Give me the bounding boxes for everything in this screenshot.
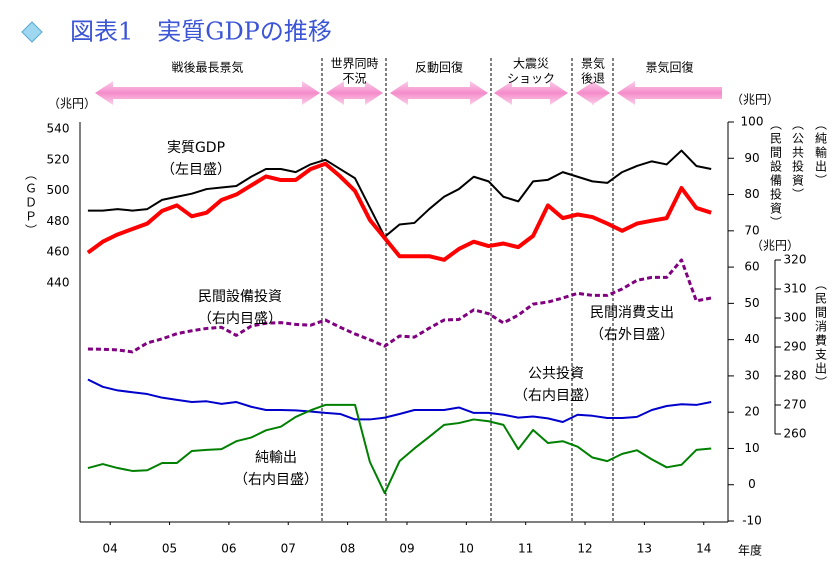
series-annotation: 実質GDP — [167, 140, 225, 156]
chart-title: 図表1 実質GDPの推移 — [70, 18, 332, 46]
series-annotation: （右内目盛） — [234, 472, 318, 488]
y2-tick-label: 50 — [744, 296, 759, 310]
series-annotation: 民間設備投資 — [198, 289, 282, 305]
y3-tick-label: 270 — [784, 398, 807, 412]
series-annotation: 純輸出 — [255, 450, 297, 466]
phase-label: 景気回復 — [645, 60, 693, 75]
y2-label: （純輸出） — [814, 118, 828, 188]
phase-label: 景気 — [581, 56, 605, 71]
series-annotation: 公共投資 — [528, 366, 584, 382]
x-tick-label: 04 — [103, 542, 118, 556]
x-tick-label: 10 — [459, 542, 474, 556]
series-annotation: （右外目盛） — [590, 327, 674, 343]
y2-label: （民間設備投資） — [769, 118, 783, 230]
y3-tick-label: 310 — [784, 282, 807, 296]
y-tick-label: 540 — [47, 122, 70, 136]
phase-label: 反動回復 — [415, 60, 463, 75]
x-tick-label: 09 — [399, 542, 414, 556]
series-line — [87, 258, 712, 354]
phase-arrow — [95, 81, 320, 105]
series-line — [87, 403, 712, 495]
y-tick-label: 520 — [47, 152, 70, 166]
y-tick-label: 440 — [47, 276, 70, 290]
y-tick-label: 500 — [47, 183, 70, 197]
series-annotation: 民間消費支出 — [590, 305, 674, 321]
phase-label: 大震災 — [513, 57, 549, 71]
phase-arrow — [617, 81, 722, 105]
y2-tick-label: 20 — [744, 405, 759, 419]
y3-tick-label: 320 — [784, 253, 807, 267]
phase-arrow — [390, 81, 488, 105]
phase-arrow — [326, 81, 383, 105]
y-unit: （兆円） — [48, 97, 96, 111]
x-tick-label: 08 — [340, 542, 355, 556]
phase-label: 戦後最長景気 — [171, 60, 243, 75]
title-icon — [21, 21, 43, 43]
series-line — [87, 378, 712, 423]
y3-unit: （兆円） — [751, 239, 799, 253]
phase-label: 不況 — [342, 71, 366, 86]
x-tick-label: 05 — [162, 542, 177, 556]
phase-arrow — [494, 81, 568, 105]
y2-tick-label: 70 — [744, 223, 759, 237]
y-tick-label: 460 — [47, 245, 70, 259]
y2-label: （公共投資） — [791, 118, 805, 202]
x-tick-label: 14 — [696, 542, 711, 556]
y2-tick-label: 30 — [744, 368, 759, 382]
y3-tick-label: 300 — [784, 311, 807, 325]
y3-label: （民間消費支出） — [814, 278, 828, 390]
y2-tick-label: 60 — [744, 260, 759, 274]
x-tick-label: 06 — [221, 542, 236, 556]
y3-tick-label: 260 — [784, 427, 807, 441]
x-tick-label: 12 — [577, 542, 592, 556]
phase-label: 後退 — [581, 72, 605, 86]
y2-tick-label: 40 — [744, 332, 759, 346]
series-annotation: （右内目盛） — [198, 311, 282, 327]
x-tick-label: 13 — [637, 542, 652, 556]
series-annotation: （右内目盛） — [514, 388, 598, 404]
series-line — [87, 149, 712, 238]
x-tick-label: 11 — [518, 542, 533, 556]
x-tick-label: 07 — [281, 542, 296, 556]
y2-tick-label: 10 — [744, 441, 759, 455]
y2-tick-label: 100 — [741, 115, 764, 129]
y-tick-label: 480 — [47, 214, 70, 228]
y-label: （ＧＤＰ） — [24, 168, 38, 238]
y2-unit: （兆円） — [731, 93, 779, 107]
phase-label: 世界同時 — [330, 57, 378, 71]
y3-tick-label: 280 — [784, 369, 807, 383]
y2-tick-label: 80 — [744, 187, 759, 201]
x-label: 年度 — [738, 543, 762, 558]
y3-tick-label: 290 — [784, 340, 807, 354]
phase-arrow — [576, 81, 610, 105]
y2-tick-label: -10 — [742, 514, 762, 528]
y2-tick-label: 0 — [748, 477, 756, 491]
phase-label: ショック — [507, 72, 555, 86]
series-line — [86, 161, 712, 262]
series-annotation: （左目盛） — [161, 162, 231, 178]
y2-tick-label: 90 — [744, 151, 759, 165]
